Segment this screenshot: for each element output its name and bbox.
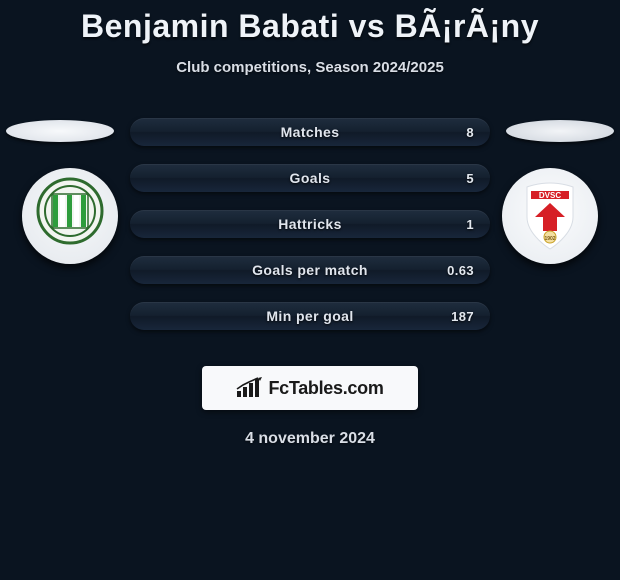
- crest-left-icon: [35, 177, 105, 255]
- crest-right-icon: DVSC 1902: [515, 177, 585, 255]
- club-crest-right: DVSC 1902: [515, 177, 585, 255]
- svg-text:DVSC: DVSC: [539, 191, 561, 200]
- stat-rows: Matches 8 Goals 5 Hattricks 1 Goals per …: [130, 118, 490, 348]
- stat-row-matches: Matches 8: [130, 118, 490, 146]
- stat-label: Goals per match: [252, 262, 368, 278]
- player-left-silhouette: [6, 120, 114, 142]
- stat-label: Goals: [290, 170, 331, 186]
- stat-right-value: 187: [451, 309, 474, 324]
- stat-right-value: 8: [466, 125, 474, 140]
- player-right-silhouette: [506, 120, 614, 142]
- branding-text: FcTables.com: [268, 378, 383, 399]
- svg-text:1902: 1902: [544, 236, 555, 242]
- page-title: Benjamin Babati vs BÃ¡rÃ¡ny: [0, 8, 620, 45]
- page-subtitle: Club competitions, Season 2024/2025: [0, 59, 620, 76]
- comparison-arena: DVSC 1902 Matches 8 Goals 5 Hattricks: [0, 98, 620, 348]
- bars-icon: [236, 377, 262, 399]
- stat-row-min-per-goal: Min per goal 187: [130, 302, 490, 330]
- root: Benjamin Babati vs BÃ¡rÃ¡ny Club competi…: [0, 0, 620, 448]
- stat-label: Matches: [281, 124, 340, 140]
- branding-box[interactable]: FcTables.com: [202, 366, 418, 410]
- stat-label: Hattricks: [278, 216, 342, 232]
- stat-row-goals: Goals 5: [130, 164, 490, 192]
- club-badge-left: [22, 168, 118, 264]
- stat-right-value: 0.63: [447, 263, 474, 278]
- stat-row-hattricks: Hattricks 1: [130, 210, 490, 238]
- stat-right-value: 5: [466, 171, 474, 186]
- club-crest-left: [35, 177, 105, 255]
- club-badge-right: DVSC 1902: [502, 168, 598, 264]
- stat-label: Min per goal: [266, 308, 353, 324]
- date-text: 4 november 2024: [0, 430, 620, 448]
- stat-right-value: 1: [466, 217, 474, 232]
- stat-row-goals-per-match: Goals per match 0.63: [130, 256, 490, 284]
